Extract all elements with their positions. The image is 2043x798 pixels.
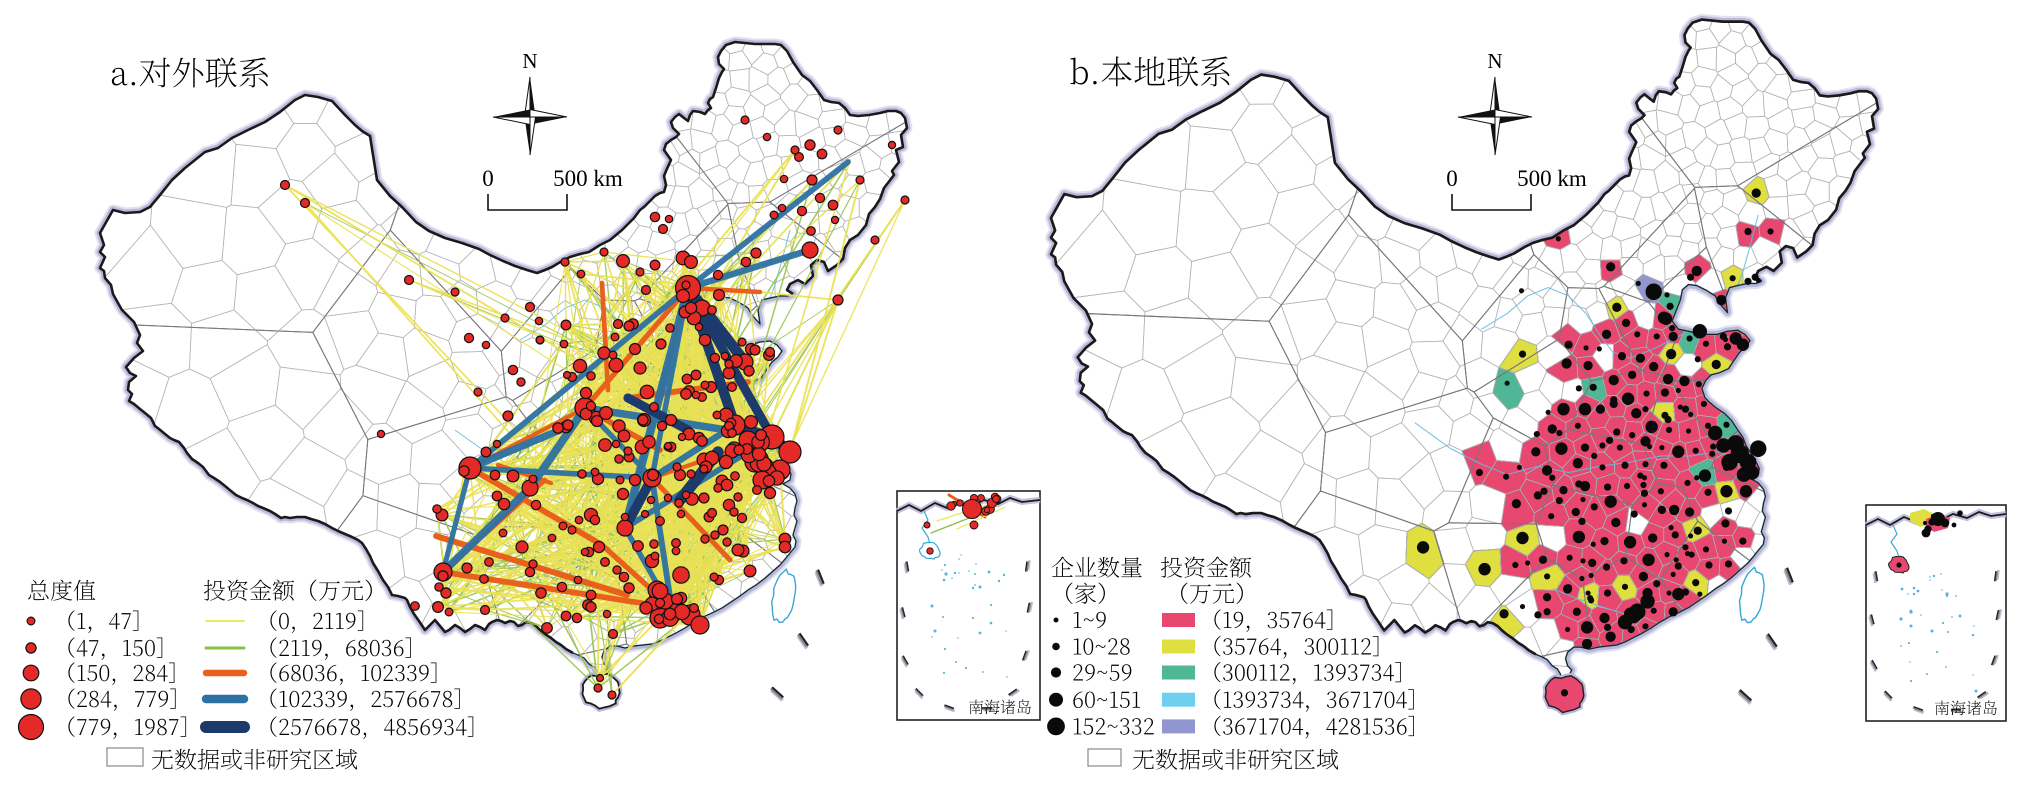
svg-text:500 km: 500 km [553,166,623,191]
svg-text:N: N [522,49,537,73]
svg-text:0: 0 [482,166,494,191]
svg-text:0: 0 [1446,166,1458,191]
svg-text:500 km: 500 km [1517,166,1587,191]
svg-text:N: N [1487,49,1502,73]
